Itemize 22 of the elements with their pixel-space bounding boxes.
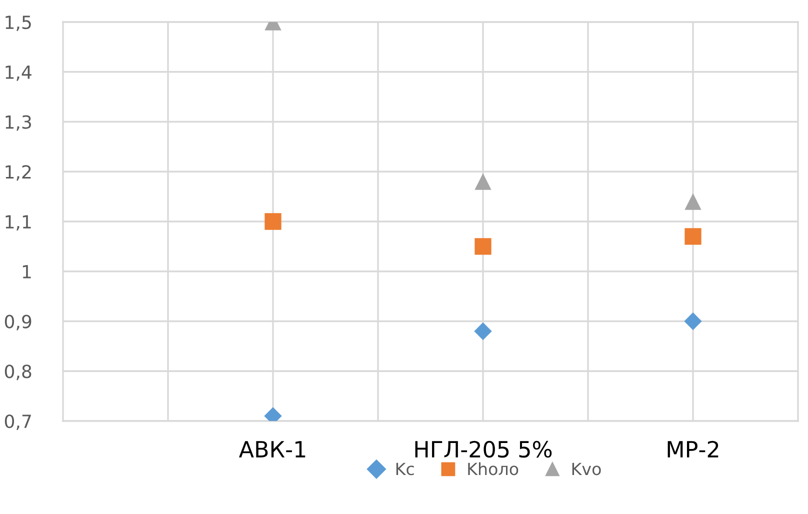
x-tick-label: НГЛ-205 5% [415,440,552,458]
point [684,193,702,210]
point [474,173,492,190]
legend-label: Kvo [572,462,601,476]
point [474,322,492,340]
y-tick-label: 0,9 [4,314,32,330]
y-tick-label: 0,8 [4,364,32,380]
y-tick-label: 1,3 [6,115,31,131]
y-tick-label: 1,1 [6,215,31,230]
point [474,238,492,255]
y-tick-label: 1,5 [6,16,31,31]
legend-label: Kc [396,462,414,476]
y-tick-label: 0,7 [4,414,31,430]
y-tick-label: 1,4 [6,66,32,81]
y-tick-label: 1 [22,265,31,278]
point [684,228,702,245]
x-tick-label: МР-2 [668,440,718,458]
point [684,312,702,330]
point [264,213,282,230]
y-tick-label: 1,2 [6,165,31,181]
x-tick-label: АВК-1 [238,441,306,458]
legend-label: Khоло [468,462,518,476]
